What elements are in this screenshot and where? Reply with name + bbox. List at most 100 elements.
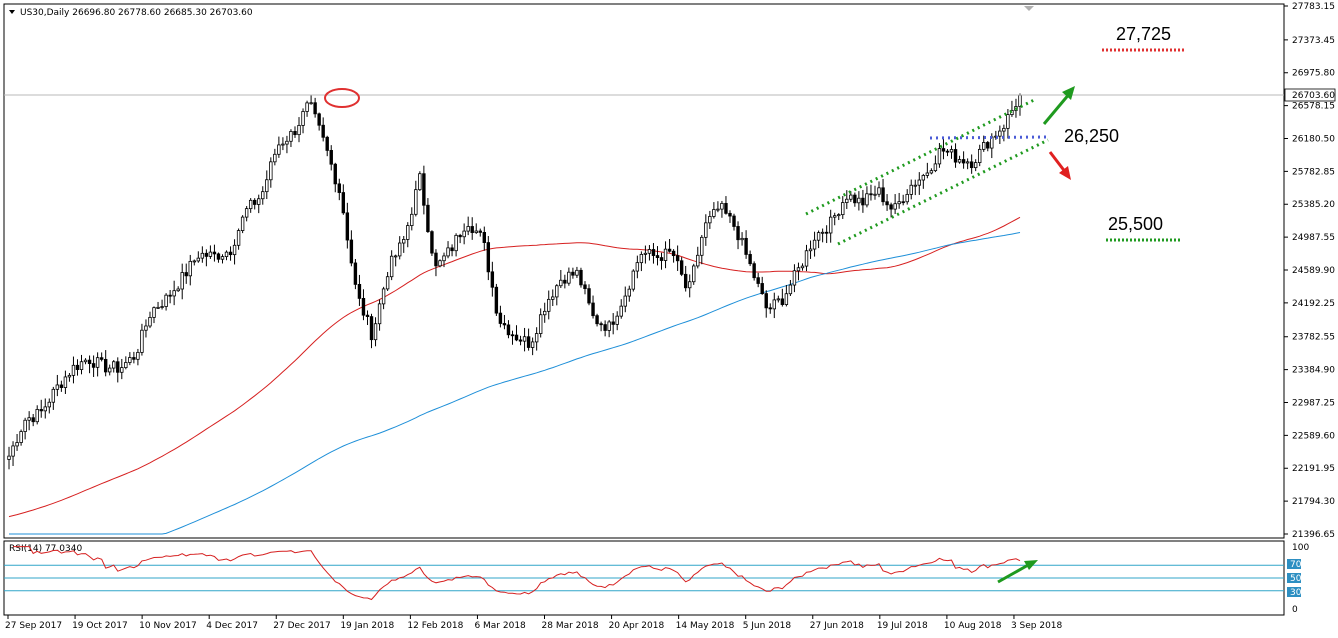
candle-body [172, 290, 176, 297]
x-tick-label: 10 Aug 2018 [944, 621, 1002, 631]
candle-body [865, 193, 869, 206]
candle-body [79, 361, 84, 370]
candle-body [587, 288, 591, 304]
candle-body [998, 130, 1002, 137]
candle-body [140, 329, 144, 353]
candle-body [240, 216, 245, 231]
rsi-axis-70: 70 [1290, 560, 1302, 570]
candle-body [51, 388, 56, 403]
candle-body [869, 193, 873, 196]
candle-body [7, 455, 11, 460]
candle-body [675, 255, 680, 262]
candle-body [724, 202, 728, 214]
candle-body [265, 179, 269, 193]
candle-body [897, 201, 901, 205]
candle-body [168, 294, 172, 297]
candle-body [551, 296, 555, 300]
resistance-label: 26,250 [1064, 126, 1119, 146]
candle-body [160, 306, 164, 308]
candle-body [555, 285, 559, 298]
y-tick-label: 24987.55 [1292, 233, 1335, 243]
candle-body [31, 417, 35, 423]
candle-body [180, 272, 184, 290]
candle-body [800, 265, 805, 269]
candle-body [720, 202, 724, 210]
candle-body [591, 302, 595, 317]
candle-body [688, 281, 692, 289]
candle-body [949, 149, 954, 153]
candle-body [728, 212, 732, 217]
candle-body [575, 269, 579, 276]
candle-body [248, 199, 253, 210]
x-tick-label: 19 Jan 2018 [340, 621, 394, 631]
candle-body [603, 324, 607, 331]
candle-body [144, 325, 148, 331]
candle-body [124, 362, 128, 368]
candle-body [369, 316, 374, 341]
candle-body [623, 295, 627, 307]
candle-body [116, 361, 120, 373]
down-arrow-icon [1048, 151, 1071, 180]
x-tick-label: 27 Sep 2017 [5, 621, 62, 631]
candle-body [103, 358, 108, 373]
candle-body [478, 230, 482, 233]
candle-body [434, 252, 438, 267]
candle-body [792, 270, 797, 286]
y-tick-label: 27373.45 [1292, 36, 1335, 46]
candle-body [309, 102, 313, 105]
candle-body [716, 208, 720, 211]
ma-100-line [8, 216, 1021, 518]
candle-body [450, 247, 454, 252]
candle-body [152, 307, 156, 318]
candle-body [833, 215, 837, 218]
candle-body [136, 351, 140, 360]
candle-body [965, 161, 970, 164]
candle-body [208, 251, 213, 257]
y-tick-label: 22987.25 [1292, 398, 1335, 408]
rsi-line [13, 546, 1021, 601]
candle-body [780, 298, 785, 305]
candle-body [273, 153, 277, 163]
candle-body [696, 254, 700, 267]
candle-body [732, 215, 736, 227]
x-tick-label: 27 Jun 2018 [810, 621, 864, 631]
candle-body [704, 222, 708, 238]
candle-body [321, 124, 325, 138]
candle-body [75, 364, 80, 370]
candle-body [381, 288, 386, 305]
y-tick-label: 22191.95 [1292, 464, 1335, 474]
candle-body [353, 262, 358, 285]
candle-body [494, 286, 499, 314]
candle-body [510, 334, 515, 337]
candle-body [522, 336, 527, 342]
candle-body [631, 270, 636, 290]
candle-body [377, 303, 382, 325]
candle-body [635, 262, 640, 272]
candle-body [59, 384, 64, 388]
shift-marker-icon[interactable] [1024, 6, 1034, 11]
x-tick-label: 20 Apr 2018 [609, 621, 665, 631]
candle-body [828, 216, 833, 234]
candle-body [945, 150, 950, 153]
candle-body [708, 216, 712, 224]
candle-body [679, 260, 684, 275]
x-axis: 27 Sep 2017 19 Oct 2017 10 Nov 2017 4 Dec 2… [5, 615, 1063, 631]
candle-body [615, 315, 619, 325]
resistance-level-line [929, 135, 1047, 140]
candle-body [188, 260, 192, 277]
candle-body [579, 269, 583, 286]
candle-body [289, 131, 293, 142]
x-tick-label: 4 Dec 2017 [206, 621, 258, 631]
candle-body [889, 204, 893, 210]
candle-body [462, 230, 466, 238]
symbol-dropdown-icon[interactable] [9, 10, 15, 14]
candle-body [619, 305, 623, 317]
candle-body [514, 334, 519, 341]
candle-body [297, 125, 301, 136]
rsi-level-70-box [1287, 559, 1301, 569]
candle-body [305, 102, 309, 112]
candle-body [538, 314, 543, 334]
candle-body [156, 306, 160, 309]
candle-body [756, 277, 760, 284]
rsi-axis-0: 0 [1292, 605, 1298, 615]
